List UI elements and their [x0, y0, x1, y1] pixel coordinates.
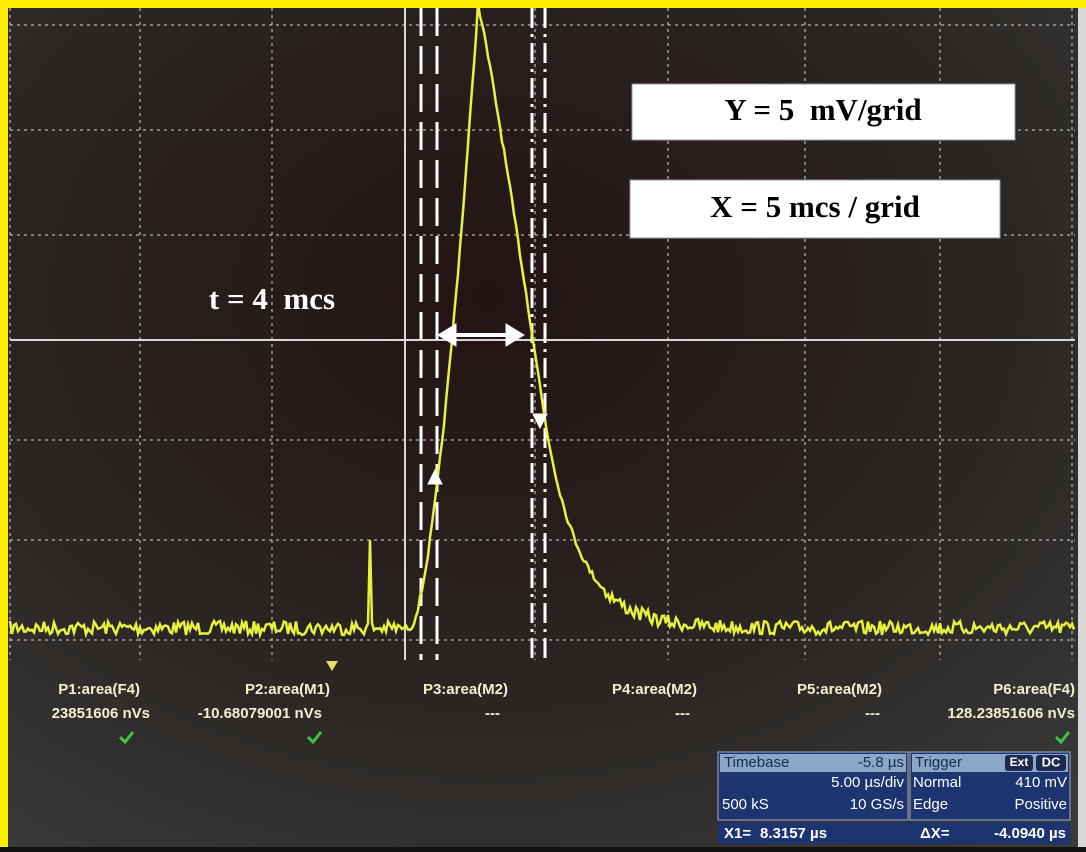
measurement-label: P1:area(F4): [58, 681, 140, 698]
timebase-scale: 5.00 µs/div: [831, 774, 904, 791]
measurements: P1:area(F4) 23851606 nVs P2:area(M1) -10.68…: [52, 681, 1075, 722]
arrows: [427, 323, 548, 485]
marker-down: [532, 413, 548, 430]
y-scale-note: Y = 5 mV/grid: [724, 92, 921, 127]
annotation-box: [631, 83, 1016, 141]
trigger-source: Ext: [1010, 755, 1029, 769]
check: [306, 731, 323, 745]
timebase-memory: 500 kS: [722, 796, 769, 813]
pulse-width-note: t = 4 mcs: [209, 281, 335, 316]
frame-top: [0, 0, 1086, 8]
check: [118, 731, 135, 745]
trigger-coupling: DC: [1042, 754, 1061, 769]
measurement-value: -10.68079001 nVs: [198, 705, 322, 722]
x1-value: 8.3157 µs: [760, 825, 827, 842]
measurement-label: P2:area(M1): [245, 681, 330, 698]
trigger-title: Trigger: [915, 754, 962, 771]
badge: [1036, 755, 1066, 771]
arrow-head: [437, 323, 457, 347]
dx-value: -4.0940 µs: [994, 825, 1066, 842]
trigger-mode: Normal: [913, 774, 961, 791]
trigger-marker: [326, 661, 338, 671]
measurement-label: P5:area(M2): [797, 681, 882, 698]
measurement-label: P3:area(M2): [423, 681, 508, 698]
frame-left: [0, 0, 8, 847]
trigger-type: Edge: [913, 796, 948, 813]
grid: [9, 8, 1075, 660]
x1-label: X1=: [724, 825, 751, 842]
check: [1054, 731, 1071, 745]
cursor-panel: [718, 822, 1070, 844]
timebase-rate: 10 GS/s: [850, 796, 904, 813]
measurement-label: P6:area(F4): [993, 681, 1075, 698]
right-edge: [1078, 0, 1086, 847]
dx-label: ΔX=: [920, 825, 950, 842]
measurement-value: 23851606 nVs: [52, 705, 150, 722]
arrow-head: [505, 323, 525, 347]
measurement-value: ---: [865, 705, 880, 722]
trigger-slope: Positive: [1014, 796, 1067, 813]
checkmarks: [118, 731, 1071, 745]
measurement-value: 128.23851606 nVs: [947, 705, 1075, 722]
marker-up: [427, 468, 443, 485]
timebase-header: [720, 754, 906, 772]
waveform: [8, 2, 1076, 640]
timebase-title: Timebase: [724, 754, 789, 771]
measurement-value: ---: [485, 705, 500, 722]
x-scale-note: X = 5 mcs / grid: [710, 189, 920, 224]
timebase-delay: -5.8 µs: [858, 754, 904, 771]
measurement-label: P4:area(M2): [612, 681, 697, 698]
measurement-value: ---: [675, 705, 690, 722]
badge: [1005, 755, 1033, 771]
annotation-box: [629, 179, 1001, 239]
trigger-level: 410 mV: [1015, 774, 1067, 791]
